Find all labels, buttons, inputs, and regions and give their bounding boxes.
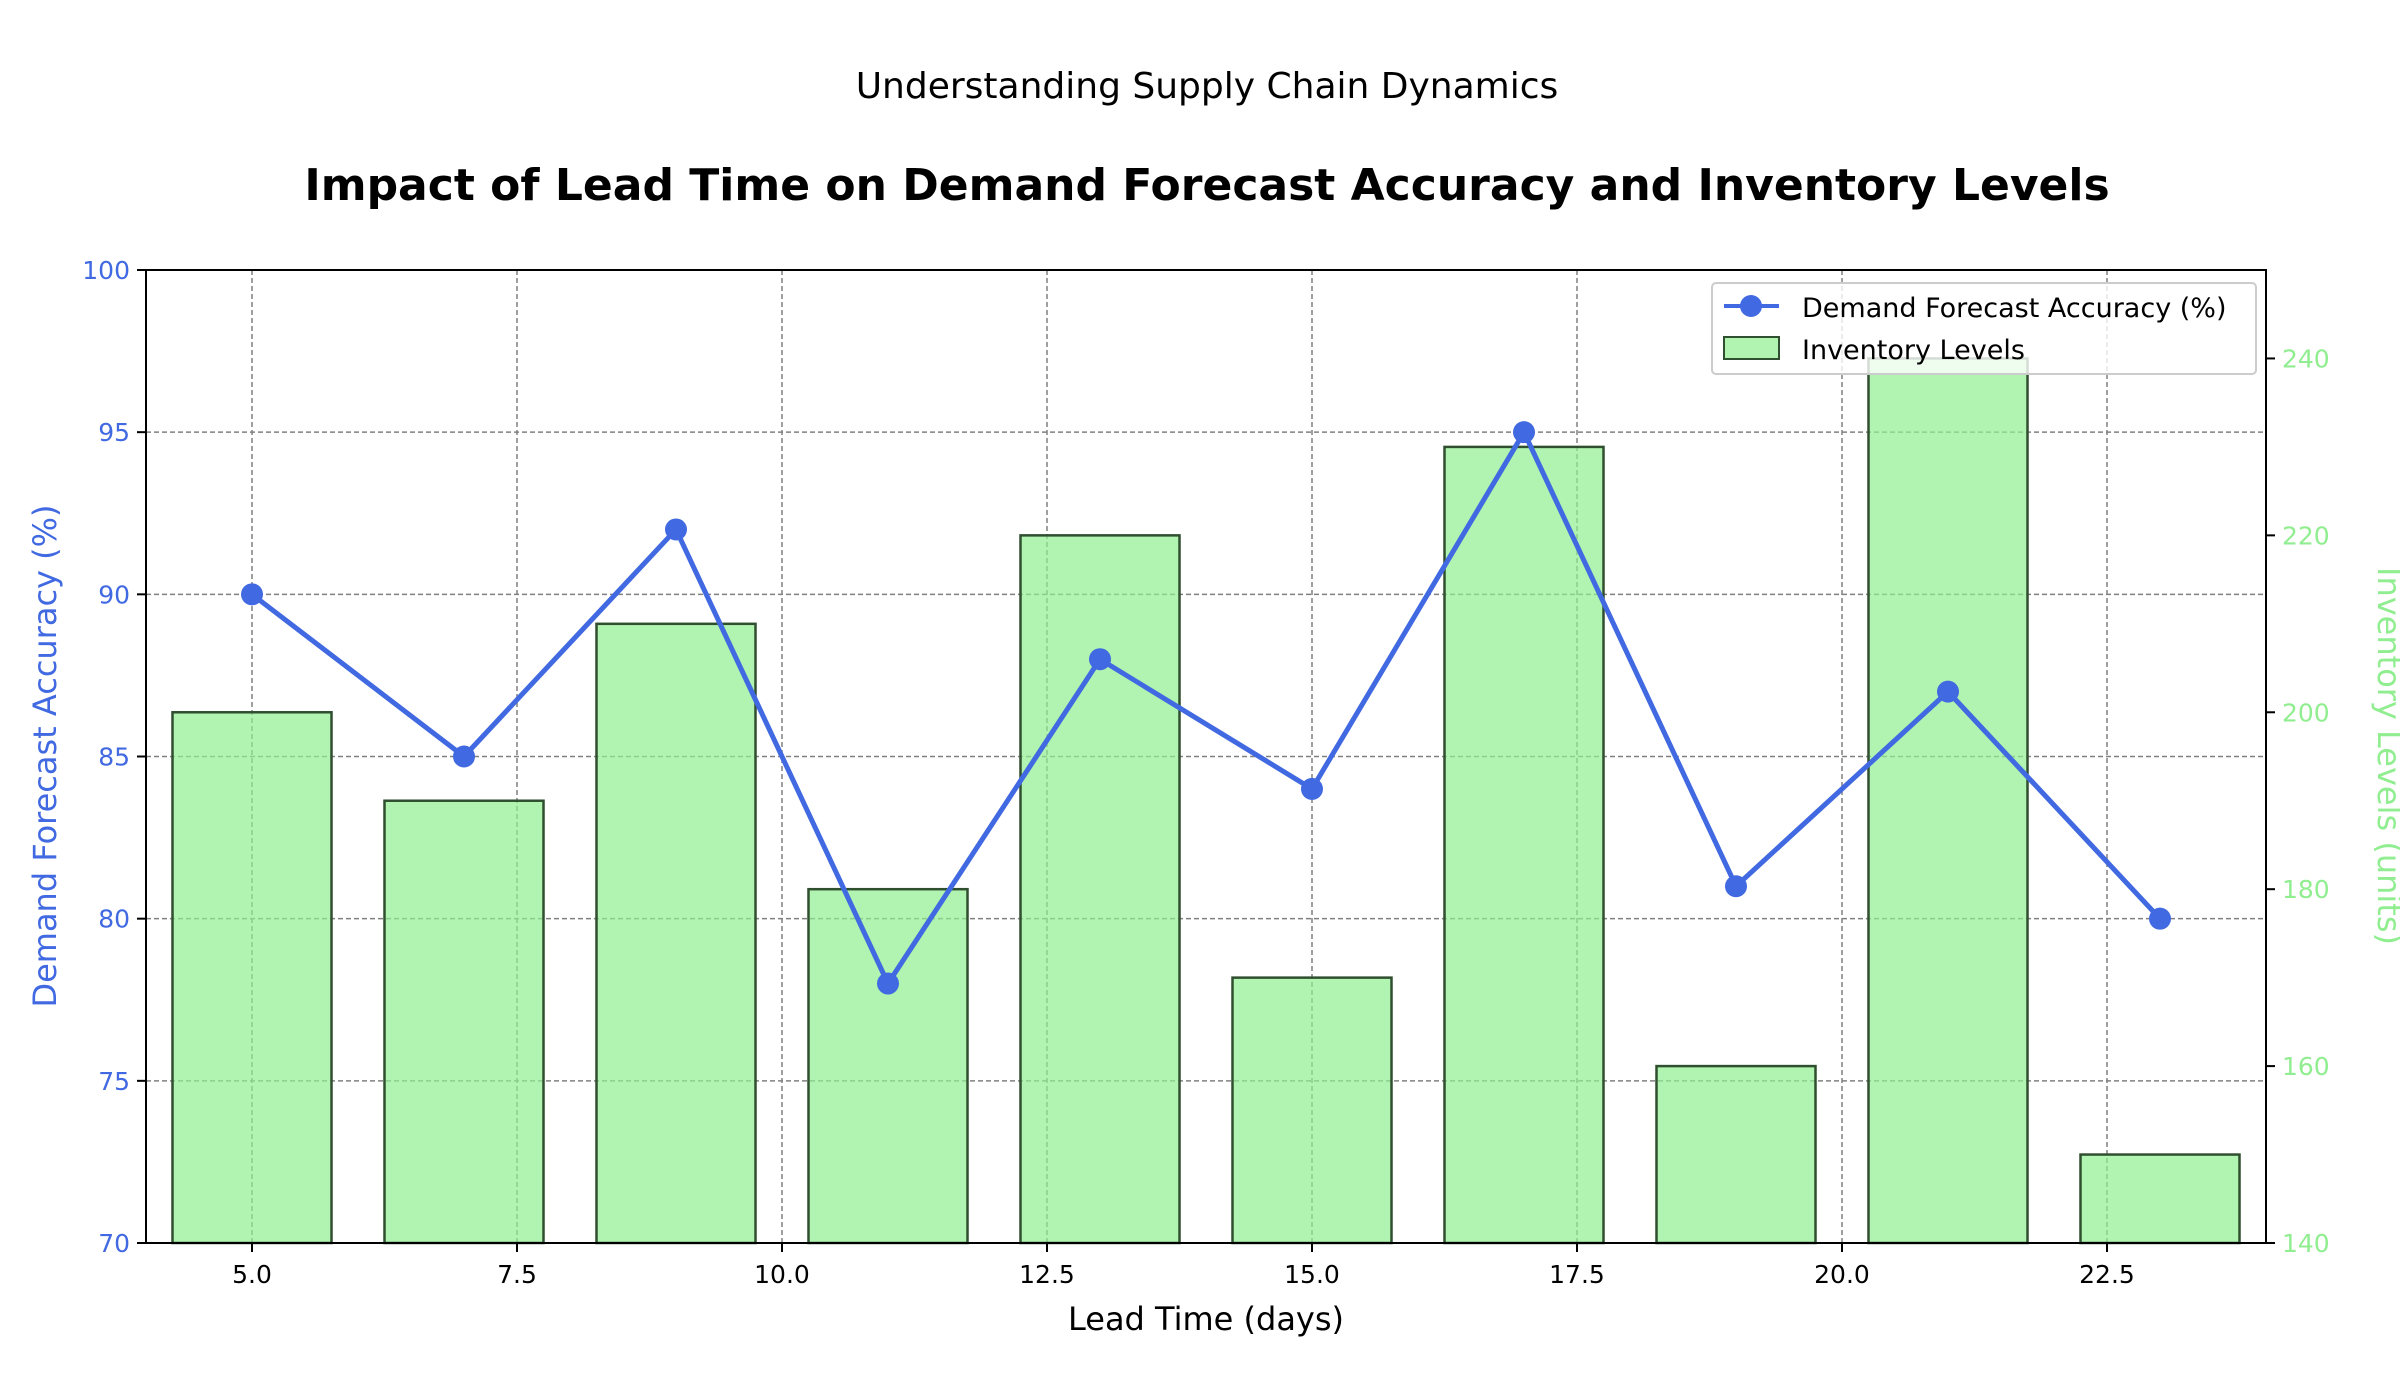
right-tick-label-5: 240 [2282,344,2330,373]
left-tick-label-3: 85 [98,743,130,772]
right-tick-label-3: 200 [2282,698,2330,727]
x-tick-label-6: 20.0 [1814,1260,1870,1289]
accuracy-point-0 [241,583,263,606]
accuracy-point-4 [1089,648,1111,671]
accuracy-point-2 [665,518,687,541]
x-tick-label-1: 7.5 [497,1260,537,1289]
accuracy-point-8 [1937,680,1959,703]
x-axis-label: Lead Time (days) [1068,1300,1344,1338]
inventory-bar-5 [1231,976,1393,1245]
x-tick-label-4: 15.0 [1284,1260,1340,1289]
accuracy-point-1 [453,745,475,768]
accuracy-point-7 [1725,875,1747,898]
left-tick-label-5: 95 [98,418,130,447]
inventory-bar-6 [1443,445,1605,1245]
left-tick-label-0: 70 [98,1229,130,1258]
inventory-bar-3 [807,887,969,1245]
x-tick-label-3: 12.5 [1019,1260,1075,1289]
inventory-bar-0 [171,711,333,1245]
left-axis-ticks: 70 75 80 85 90 95 100 [82,256,146,1258]
accuracy-point-3 [877,972,899,995]
left-tick-label-4: 90 [98,580,130,609]
right-tick-label-1: 160 [2282,1052,2330,1081]
x-tick-label-2: 10.0 [754,1260,810,1289]
legend-box [1711,282,2257,375]
x-tick-label-5: 17.5 [1549,1260,1605,1289]
right-axis-label: Inventory Levels (units) [2370,567,2400,945]
right-axis-ticks: 140 160 180 200 220 240 [2266,344,2330,1258]
inventory-bar-7 [1655,1064,1817,1245]
inventory-bar-8 [1867,357,2029,1245]
legend-line-marker [1740,295,1762,317]
chart-title: Impact of Lead Time on Demand Forecast A… [304,160,2109,211]
inventory-bars [171,357,2241,1245]
left-tick-label-6: 100 [82,256,130,285]
accuracy-line [241,421,2171,995]
accuracy-point-5 [1301,777,1323,800]
x-tick-label-0: 5.0 [232,1260,272,1289]
inventory-bar-9 [2079,1153,2241,1245]
accuracy-line-path [250,429,2162,987]
left-axis-label: Demand Forecast Accuracy (%) [26,504,64,1007]
inventory-bar-4 [1019,534,1181,1245]
right-tick-label-0: 140 [2282,1229,2330,1258]
left-tick-label-1: 75 [98,1067,130,1096]
inventory-bar-1 [383,799,545,1245]
x-axis-ticks: 5.0 7.5 10.0 12.5 15.0 17.5 20.0 22.5 [232,1243,2135,1289]
accuracy-point-6 [1513,421,1535,444]
right-tick-label-4: 220 [2282,521,2330,550]
legend: Demand Forecast Accuracy (%) Inventory L… [1711,282,2257,375]
chart-suptitle: Understanding Supply Chain Dynamics [856,66,1559,107]
inventory-bar-2 [595,622,757,1245]
legend-label-inventory: Inventory Levels [1802,335,2025,366]
accuracy-point-9 [2149,907,2171,930]
legend-label-accuracy: Demand Forecast Accuracy (%) [1802,293,2227,324]
right-tick-label-2: 180 [2282,875,2330,904]
x-tick-label-7: 22.5 [2079,1260,2135,1289]
left-tick-label-2: 80 [98,905,130,934]
legend-bar-swatch [1723,336,1780,360]
